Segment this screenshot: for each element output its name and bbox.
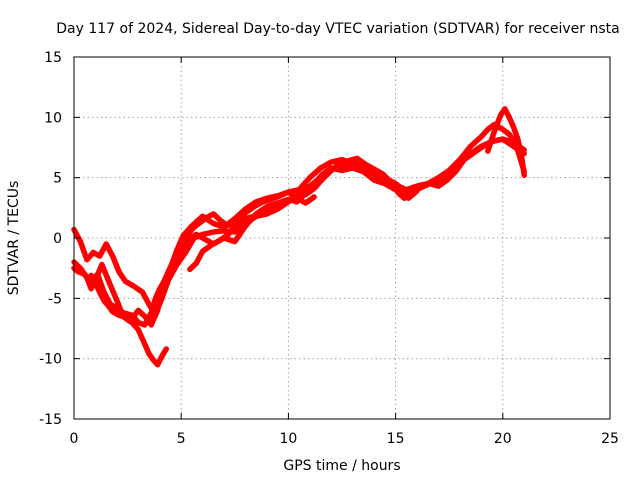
x-axis-label: GPS time / hours (283, 458, 400, 474)
y-tick-label: 10 (44, 110, 62, 126)
y-tick-label: -10 (39, 352, 62, 368)
y-tick-label: -5 (48, 291, 62, 307)
y-tick-label: 0 (53, 231, 62, 247)
x-tick-label: 5 (177, 431, 186, 447)
x-tick-label: 10 (279, 431, 297, 447)
series-line-track-4 (88, 272, 169, 368)
series-line-track-5 (187, 155, 420, 273)
y-tick-label: -15 (39, 412, 62, 428)
x-tick-label: 15 (387, 431, 405, 447)
y-tick-label: 15 (44, 50, 62, 66)
ticks: 0 5 10 15 20 25 -15 -10 -5 0 5 10 15 (39, 50, 619, 447)
series-layer (71, 106, 527, 368)
y-axis-label: SDTVAR / TECUs (6, 181, 22, 296)
x-tick-label: 25 (601, 431, 619, 447)
series-line-track-7 (178, 189, 317, 253)
y-tick-label: 5 (53, 171, 62, 187)
x-tick-label: 20 (494, 431, 512, 447)
grid (74, 57, 610, 419)
series-line-track-6 (485, 106, 527, 179)
x-tick-label: 0 (70, 431, 79, 447)
chart-title: Day 117 of 2024, Sidereal Day-to-day VTE… (56, 21, 619, 37)
